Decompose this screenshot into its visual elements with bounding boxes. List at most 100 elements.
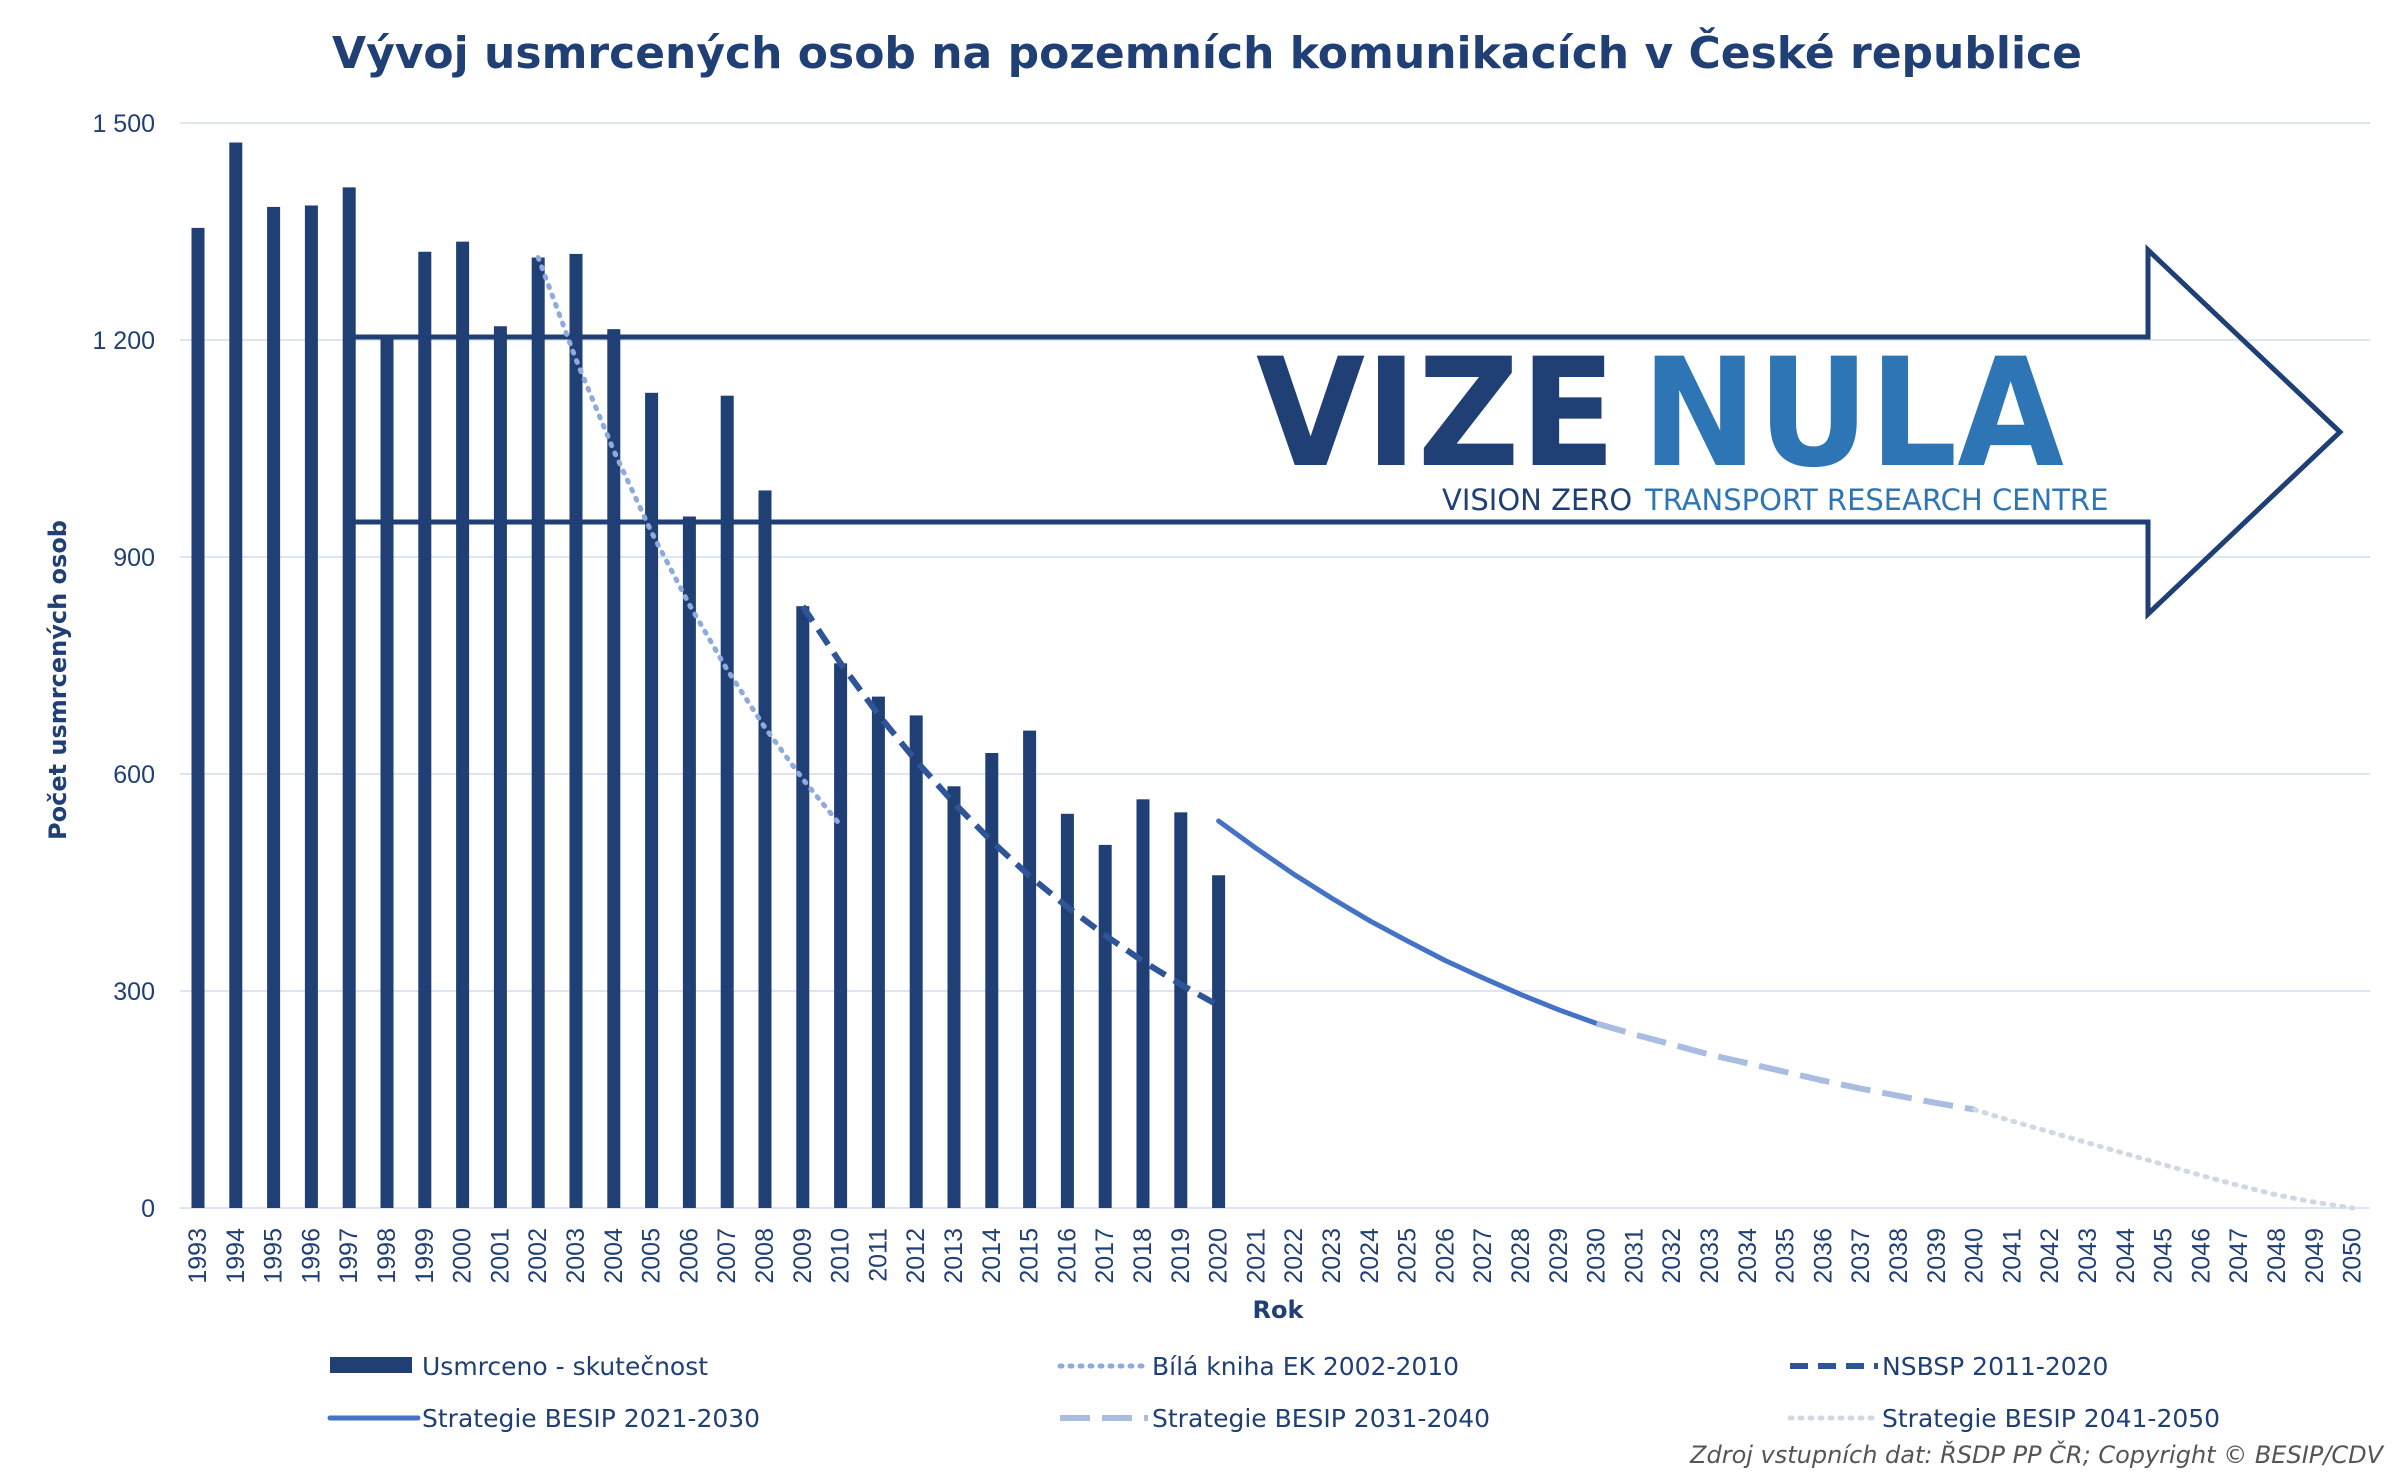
- y-tick-label: 900: [113, 544, 155, 572]
- x-tick-label: 2008: [751, 1228, 779, 1284]
- x-tick-label: 2042: [2036, 1228, 2064, 1284]
- x-tick-label: 2019: [1167, 1228, 1195, 1284]
- x-tick-label: 2002: [524, 1228, 552, 1284]
- x-tick-label: 2043: [2074, 1228, 2102, 1284]
- line-series: [535, 255, 2356, 1211]
- x-tick-label: 2010: [827, 1228, 855, 1284]
- bar-2011: [871, 696, 885, 1208]
- x-tick-label: 2018: [1129, 1228, 1157, 1284]
- x-tick-label: 2025: [1394, 1228, 1422, 1284]
- vize-nula-logo: VIZE NULA VISION ZERO TRANSPORT RESEARCH…: [1256, 327, 2108, 517]
- line-series-3: [1216, 818, 1600, 1026]
- bar-2014: [985, 753, 999, 1208]
- legend-label: Strategie BESIP 2021-2030: [422, 1404, 760, 1433]
- y-tick-label: 1 200: [92, 327, 155, 355]
- legend-label: NSBSP 2011-2020: [1882, 1352, 2108, 1381]
- bar-1994: [229, 142, 243, 1208]
- x-tick-label: 2033: [1696, 1228, 1724, 1284]
- x-tick-label: 1999: [411, 1228, 439, 1284]
- x-tick-label: 2000: [449, 1228, 477, 1284]
- x-axis-label: Rok: [1253, 1296, 1305, 1324]
- x-tick-label: 2048: [2263, 1228, 2291, 1284]
- legend-label: Strategie BESIP 2041-2050: [1882, 1404, 2220, 1433]
- x-tick-label: 2031: [1620, 1228, 1648, 1284]
- x-tick-label: 2028: [1507, 1228, 1535, 1284]
- bar-2010: [834, 663, 848, 1208]
- bar-2013: [947, 786, 961, 1208]
- x-tick-label: 2007: [713, 1228, 741, 1284]
- bar-2001: [493, 326, 507, 1208]
- logo-nula: NULA: [1642, 327, 2064, 501]
- x-tick-label: 2040: [1961, 1228, 1989, 1284]
- y-tick-label: 600: [113, 761, 155, 789]
- x-tick-label: 2009: [789, 1228, 817, 1284]
- bar-2006: [682, 516, 696, 1208]
- x-tick-label: 2036: [1809, 1228, 1837, 1284]
- chart-title: Vývoj usmrcených osob na pozemních komun…: [332, 26, 2082, 79]
- bar-series: [191, 142, 1226, 1209]
- bar-2005: [645, 392, 659, 1208]
- line-series-2: [800, 604, 1221, 1009]
- bar-2002: [531, 257, 545, 1208]
- bar-2008: [758, 490, 772, 1208]
- x-tick-label: 2023: [1318, 1228, 1346, 1284]
- x-tick-label: 2030: [1583, 1228, 1611, 1284]
- x-tick-label: 2044: [2112, 1228, 2140, 1284]
- legend-label: Strategie BESIP 2031-2040: [1152, 1404, 1490, 1433]
- x-tick-label: 2004: [600, 1228, 628, 1284]
- y-tick-label: 1 500: [92, 110, 155, 138]
- source-note: Zdroj vstupních dat: ŘSDP PP ČR; Copyrig…: [1689, 1439, 2385, 1469]
- x-tick-label: 2037: [1847, 1228, 1875, 1284]
- x-tick-label: 1995: [260, 1228, 288, 1284]
- bar-2016: [1060, 813, 1074, 1208]
- x-tick-label: 2038: [1885, 1228, 1913, 1284]
- logo-transport-research-centre: TRANSPORT RESEARCH CENTRE: [1644, 483, 2108, 517]
- bar-2003: [569, 253, 583, 1208]
- legend: Usmrceno - skutečnost Bílá kniha EK 2002-…: [327, 1352, 2220, 1433]
- legend-swatch: [330, 1357, 412, 1373]
- legend-label: Bílá kniha EK 2002-2010: [1152, 1352, 1459, 1381]
- x-tick-label: 2034: [1734, 1228, 1762, 1284]
- x-tick-label: 2029: [1545, 1228, 1573, 1284]
- x-tick-label: 2039: [1923, 1228, 1951, 1284]
- x-tick-label: 2013: [940, 1228, 968, 1284]
- x-tick-label: 1997: [335, 1228, 363, 1284]
- y-tick-label: 300: [113, 978, 155, 1006]
- line-series-4: [1595, 1020, 1976, 1113]
- x-tick-label: 2005: [638, 1228, 666, 1284]
- y-axis-ticks: 0 300 600 900 1 200 1 500: [92, 110, 155, 1223]
- x-tick-label: 2032: [1658, 1228, 1686, 1284]
- x-tick-label: 2045: [2150, 1228, 2178, 1284]
- line-series-1: [535, 255, 844, 828]
- x-tick-label: 2014: [978, 1228, 1006, 1284]
- x-tick-label: 1998: [373, 1228, 401, 1284]
- x-tick-label: 2017: [1091, 1228, 1119, 1284]
- bar-2018: [1136, 799, 1150, 1208]
- x-tick-label: 2006: [675, 1228, 703, 1284]
- x-tick-label: 2003: [562, 1228, 590, 1284]
- x-tick-label: 2021: [1242, 1228, 1270, 1284]
- bar-2015: [1023, 730, 1037, 1208]
- bar-1995: [267, 206, 281, 1208]
- y-axis-label: Počet usmrcených osob: [44, 520, 72, 840]
- x-tick-label: 2015: [1016, 1228, 1044, 1284]
- x-axis-ticks: 1993 1994 1995 1996 1997 1998 1999 2000 2001 2002…: [184, 1228, 2367, 1284]
- x-tick-label: 2022: [1280, 1228, 1308, 1284]
- bar-2004: [607, 329, 621, 1208]
- x-tick-label: 2016: [1053, 1228, 1081, 1284]
- x-tick-label: 2049: [2301, 1228, 2329, 1284]
- bar-2007: [720, 395, 734, 1208]
- bar-1993: [191, 227, 205, 1209]
- bar-2000: [456, 241, 470, 1209]
- x-tick-label: 1996: [297, 1228, 325, 1284]
- line-series-5: [1972, 1107, 2356, 1211]
- x-tick-label: 2001: [486, 1228, 514, 1284]
- x-tick-label: 2012: [902, 1228, 930, 1284]
- x-tick-label: 2047: [2225, 1228, 2253, 1284]
- x-tick-label: 2035: [1772, 1228, 1800, 1284]
- x-tick-label: 2011: [864, 1228, 892, 1282]
- bar-2009: [796, 606, 810, 1208]
- y-tick-label: 0: [141, 1195, 155, 1223]
- x-tick-label: 2050: [2339, 1228, 2367, 1284]
